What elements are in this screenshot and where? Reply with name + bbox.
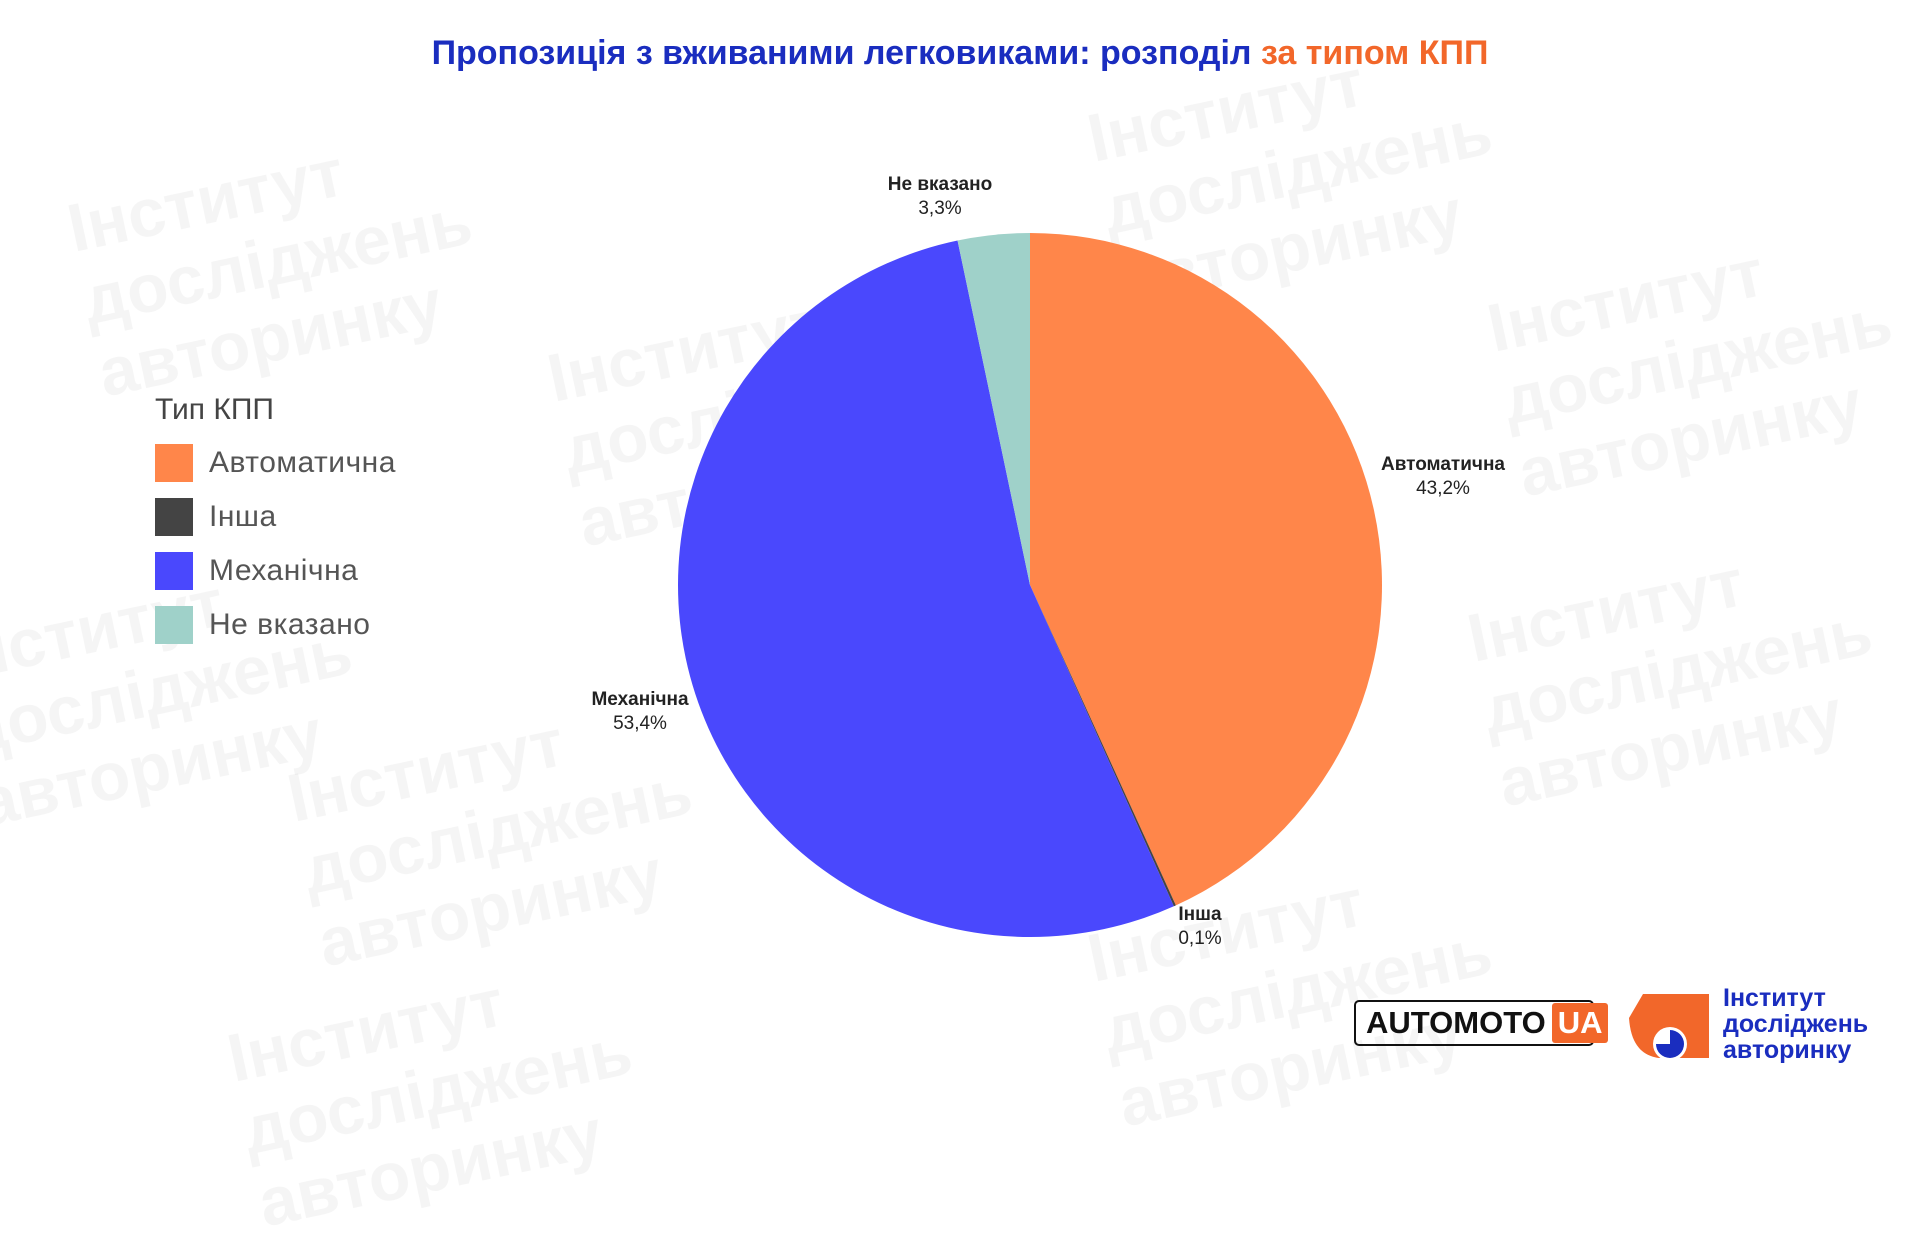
legend-title: Тип КПП bbox=[155, 393, 274, 426]
automoto-logo-text: AUTOMOTO bbox=[1366, 1005, 1546, 1040]
pie-slice-not-specified[interactable] bbox=[957, 233, 1030, 585]
institute-logo-icon bbox=[1629, 994, 1709, 1061]
slice-label-other: Інша bbox=[1178, 904, 1222, 925]
slice-label-manual: Механічна bbox=[591, 689, 689, 710]
pie-slice-automatic[interactable] bbox=[1030, 233, 1383, 906]
legend-swatch-manual bbox=[155, 552, 193, 590]
legend-item-automatic[interactable]: Автоматична bbox=[155, 443, 396, 483]
legend-swatch-automatic bbox=[155, 444, 193, 482]
institute-logo-line1: Інститут bbox=[1723, 984, 1826, 1012]
institute-logo-line2: досліджень bbox=[1723, 1010, 1869, 1038]
legend-label-not-specified: Не вказано bbox=[209, 608, 371, 641]
slice-value-not-specified: 3,3% bbox=[918, 198, 961, 219]
legend-swatch-not-specified bbox=[155, 606, 193, 644]
slice-label-automatic: Автоматична bbox=[1381, 454, 1505, 475]
institute-logo-line3: авторинку bbox=[1723, 1036, 1852, 1064]
chart-title-main: Пропозиція з вживаними легковиками: розп… bbox=[431, 34, 1261, 72]
legend-label-automatic: Автоматична bbox=[209, 446, 396, 479]
pie-chart: Автоматична 43,2% Інша 0,1% Механічна 53,4% Не… bbox=[591, 174, 1505, 949]
legend-label-manual: Механічна bbox=[209, 554, 359, 587]
legend-item-not-specified[interactable]: Не вказано bbox=[155, 605, 396, 645]
legend-label-other: Інша bbox=[209, 500, 277, 533]
legend-swatch-other bbox=[155, 498, 193, 536]
slice-value-automatic: 43,2% bbox=[1416, 478, 1470, 499]
legend-item-manual[interactable]: Механічна bbox=[155, 551, 396, 591]
pie-slice-other[interactable] bbox=[1030, 585, 1176, 907]
chart-title: Пропозиція з вживаними легковиками: розп… bbox=[0, 34, 1920, 73]
automoto-logo-ua: UA bbox=[1551, 1003, 1609, 1043]
chart-title-accent: за типом КПП bbox=[1260, 34, 1489, 72]
slice-value-other: 0,1% bbox=[1178, 928, 1221, 949]
automoto-ua-logo[interactable]: AUTOMOTO UA bbox=[1354, 1000, 1609, 1046]
legend-item-other[interactable]: Інша bbox=[155, 497, 396, 537]
institute-logo-text: Інститут досліджень авторинку bbox=[1723, 985, 1868, 1063]
slice-value-manual: 53,4% bbox=[613, 713, 667, 734]
legend: Тип КПП Автоматична Інша Механічна Не вк… bbox=[155, 393, 396, 659]
pie-slice-manual[interactable] bbox=[678, 240, 1174, 937]
slice-label-not-specified: Не вказано bbox=[888, 174, 992, 195]
watermark-line: авторинку bbox=[252, 1086, 654, 1240]
